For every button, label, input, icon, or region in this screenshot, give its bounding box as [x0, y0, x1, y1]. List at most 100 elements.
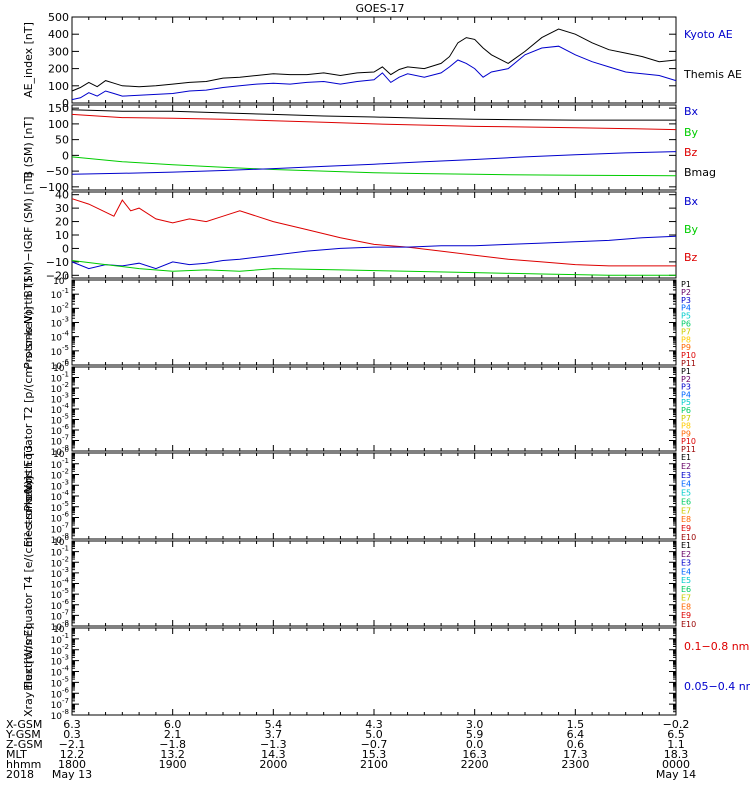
footer-value: 1.1	[667, 738, 685, 751]
footer-value: −0.2	[663, 718, 690, 731]
y-axis-label: Xray flux [W/m²]	[22, 626, 35, 717]
y-tick-label: 100	[48, 80, 69, 93]
y-tick-label: 30	[55, 202, 69, 215]
y-tick-label: 10-1	[51, 457, 69, 471]
legend-entry: E9	[681, 611, 691, 620]
legend-entry: Bz	[684, 146, 698, 159]
footer-value: 18.3	[664, 748, 689, 761]
legend-entry: P3	[681, 383, 691, 392]
y-tick-label: 10-5	[51, 500, 69, 514]
footer-value: 2.1	[164, 728, 182, 741]
series-line-bz	[71, 113, 677, 131]
legend-entry: Bx	[684, 195, 699, 208]
footer-value: 2200	[461, 758, 489, 771]
y-tick-label: 10-2	[51, 468, 69, 482]
y-tick-label: 500	[48, 11, 69, 24]
panel-frame	[71, 279, 677, 366]
legend-entry: P5	[681, 398, 691, 407]
series-line-by	[71, 156, 677, 177]
panel-1: 0 100 200 300 400 500 AE_index [nT] Kyoto AE The…	[22, 11, 742, 110]
legend-entry: P7	[681, 327, 691, 336]
panel-frame	[71, 16, 677, 104]
y-tick-label: 10-7	[51, 608, 69, 622]
y-tick-label: 10-4	[51, 489, 70, 503]
y-tick-label: 100	[48, 118, 69, 131]
footer-value: May 14	[656, 768, 696, 781]
footer-row-label: hhmm	[6, 758, 41, 771]
legend-entry: E5	[681, 489, 691, 498]
footer-value: 0.3	[63, 728, 81, 741]
series-line-kyoto-ae	[71, 45, 677, 101]
y-axis-label: B (SM)−IGRF (SM) [nT]	[22, 172, 35, 297]
legend-entry: Themis AE	[683, 68, 742, 81]
series-line-by	[71, 260, 676, 276]
legend-entry: E4	[681, 567, 691, 576]
legend-entry: P6	[681, 406, 691, 415]
footer-value: 5.0	[365, 728, 383, 741]
footer-value: 15.3	[362, 748, 387, 761]
footer-value: 2000	[259, 758, 287, 771]
footer-value: 6.4	[567, 728, 585, 741]
y-tick-label: 10-8	[51, 532, 69, 546]
legend-entry: P1	[681, 280, 691, 289]
legend-entry: P10	[681, 437, 696, 446]
legend-entry: P11	[681, 359, 696, 368]
footer-value: 17.3	[563, 748, 588, 761]
footer-value: 16.3	[462, 748, 487, 761]
y-tick-label: 10-6	[51, 686, 70, 700]
footer-value: 14.3	[261, 748, 286, 761]
y-tick-label: 10-3	[51, 478, 69, 492]
series-line-bx	[71, 235, 677, 270]
legend-entry: E1	[681, 453, 691, 462]
y-axis-label: AE_index [nT]	[22, 22, 35, 98]
panel-frame	[71, 540, 677, 627]
legend-entry: P5	[681, 312, 691, 321]
panel-frame	[71, 627, 677, 716]
y-tick-label: 10-1	[51, 632, 69, 646]
legend-entry: E8	[681, 602, 691, 611]
legend-entry: P9	[681, 429, 691, 438]
y-tick-label: 100	[53, 360, 69, 374]
panel-6: 10010-110-210-310-410-510-610-710-8Elect…	[22, 445, 696, 547]
y-tick-label: 10-3	[51, 316, 69, 330]
series-line-themis-ae	[71, 28, 677, 92]
y-tick-label: 10-6	[51, 598, 70, 612]
legend-entry: P4	[681, 390, 691, 399]
legend-entry: E5	[681, 576, 691, 585]
legend-entry: E6	[681, 585, 691, 594]
legend-entry: E6	[681, 497, 691, 506]
y-tick-label: 100	[53, 534, 69, 548]
y-tick-label: 10	[55, 229, 69, 242]
legend-entry: Bx	[684, 105, 699, 118]
legend-entry: Kyoto AE	[684, 28, 733, 41]
y-tick-label: −20	[46, 269, 69, 282]
footer-row-label: Z-GSM	[6, 738, 43, 751]
legend-entry: P9	[681, 343, 691, 352]
y-tick-label: 10-5	[51, 344, 69, 358]
legend-entry: P10	[681, 351, 696, 360]
legend-entry: Bmag	[684, 166, 716, 179]
footer-row-label: 2018	[6, 768, 34, 781]
y-tick-label: 10-2	[51, 555, 69, 569]
legend-entry: E3	[681, 471, 691, 480]
y-tick-label: 10-3	[51, 654, 69, 668]
footer-value: 0000	[662, 758, 690, 771]
y-tick-label: −100	[39, 181, 69, 194]
y-axis-label: Protons Equator T2 [p/(cm²-s-sr-keV)]	[22, 306, 35, 511]
y-tick-label: 10-4	[51, 402, 70, 416]
legend-entry: By	[684, 223, 699, 236]
legend-entry: P3	[681, 296, 691, 305]
footer-value: 5.9	[466, 728, 484, 741]
footer-value: 12.2	[60, 748, 85, 761]
y-tick-label: 10-2	[51, 301, 69, 315]
panel-frame	[71, 366, 677, 452]
y-tick-label: 300	[48, 45, 69, 58]
y-tick-label: 10-1	[51, 371, 69, 385]
y-tick-label: 10-5	[51, 413, 69, 427]
legend-entry: P4	[681, 304, 691, 313]
y-axis-label: Protons North T1	[22, 276, 35, 369]
y-tick-label: 40	[55, 189, 69, 202]
y-tick-label: 10-6	[51, 511, 70, 525]
